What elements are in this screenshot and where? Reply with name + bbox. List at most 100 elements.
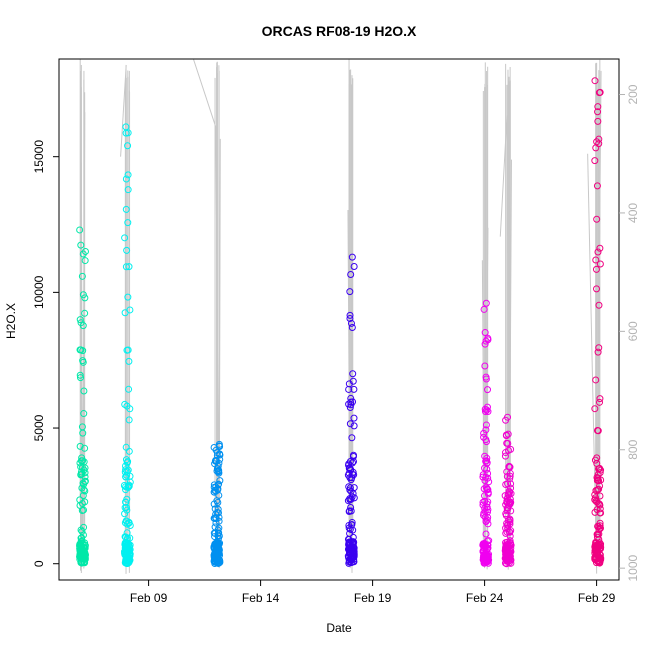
data-point [350,414,358,422]
plot-frame [58,58,620,581]
data-point [81,464,89,472]
data-point [592,376,600,384]
data-point [591,405,599,413]
data-point [594,248,602,256]
data-point [124,293,132,301]
data-point [123,544,131,552]
data-point [213,540,221,548]
data-point [346,403,354,411]
data-point [504,439,512,447]
data-point [593,498,601,506]
data-point [210,529,218,537]
data-point [122,517,130,525]
data-point [76,371,84,379]
data-point [596,492,604,500]
data-point [77,346,85,354]
data-point [481,362,489,370]
data-point [346,315,354,323]
data-point [482,530,490,538]
data-point [123,539,131,547]
data-point [214,547,222,555]
data-point [79,457,87,465]
data-point [76,316,84,324]
data-point [346,311,354,319]
data-point [349,470,357,478]
data-point [507,540,515,548]
data-point [124,186,132,194]
data-point [123,346,131,354]
x-axis-label: Date [326,621,352,635]
data-point [591,491,599,499]
data-point [122,498,130,506]
data-point [482,408,490,416]
data-point [591,456,599,464]
data-point [125,416,133,424]
data-point [596,88,604,96]
data-point [79,358,87,366]
data-point [122,129,130,137]
data-point [348,253,356,261]
y-tick-label: 10000 [32,275,46,309]
data-point [483,454,491,462]
data-point [502,416,510,424]
data-point [216,451,224,459]
data-point [481,452,489,460]
data-point [594,117,602,125]
data-point [121,309,129,317]
data-point [479,473,487,481]
data-point [120,481,128,489]
data-point [484,486,492,494]
y-tick-label: 15000 [32,140,46,174]
data-point [596,545,604,553]
data-point [347,270,355,278]
x-tick-label: Feb 14 [242,591,280,605]
data-point [77,554,85,562]
data-point [79,250,87,258]
data-point [593,285,601,293]
data-point [501,452,509,460]
axes: 0 5000 10000 15000 Feb 09 Feb 14 Feb 19 Feb 24 F… [32,58,640,605]
data-point [346,420,354,428]
data-point [348,521,356,529]
data-point [480,305,488,313]
data-point [122,503,130,511]
x-tick-label: Feb 24 [466,591,504,605]
data-point [595,140,603,148]
data-point [504,446,512,454]
data-point [483,503,491,511]
data-point [350,457,358,465]
data-point [79,531,87,539]
data-point [125,357,133,365]
data-point [481,329,489,337]
data-point [483,403,491,411]
data-point [349,452,357,460]
data-point [81,554,89,562]
data-point [346,549,354,557]
data-point [506,518,514,526]
data-point [484,469,492,477]
data-point [506,472,514,480]
right-tick-label: 400 [626,203,640,223]
data-point [122,443,130,451]
data-point [507,480,515,488]
data-point [480,429,488,437]
data-point [81,444,89,452]
data-point [123,402,131,410]
data-point [80,387,88,395]
data-point [76,226,84,234]
data-point [123,495,131,503]
data-point [507,556,515,564]
data-point [502,431,510,439]
data-point [123,506,131,514]
data-point [125,385,133,393]
data-point [596,469,604,477]
data-point [80,506,88,514]
data-point [349,370,357,378]
data-point [479,471,487,479]
data-point [484,558,492,566]
data-point [124,219,132,227]
data-point [349,489,357,497]
data-point [593,182,601,190]
data-point [346,529,354,537]
